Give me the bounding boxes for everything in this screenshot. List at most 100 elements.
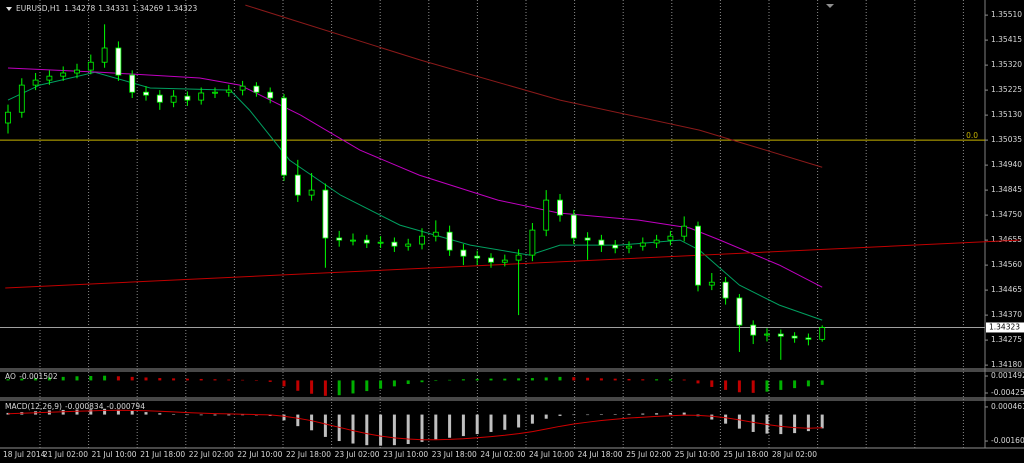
ao-bar (668, 379, 672, 381)
y-tick-label: 1.34465 (991, 285, 1022, 294)
ao-bar (793, 380, 797, 389)
y-tick-label: 1.35415 (991, 35, 1022, 44)
menu-arrow[interactable] (6, 7, 12, 11)
ao-bar (296, 380, 300, 391)
candle-body (377, 241, 384, 244)
y-tick-label: 1.34275 (991, 335, 1022, 344)
ao-bar (103, 375, 107, 381)
symbol: EURUSD,H1 (16, 4, 60, 13)
macd-bar (6, 412, 10, 415)
y-tick-label: -0.00425 (991, 388, 1024, 397)
indicator-header: AO -0.001502 (5, 372, 58, 381)
macd-bar (461, 414, 465, 437)
x-tick-label: 25 Jul 02:00 (626, 450, 671, 459)
price-box (986, 322, 1024, 333)
candle-body (557, 199, 563, 216)
candle-body (570, 214, 577, 239)
macd-bar (406, 414, 410, 445)
y-tick-label: 1.34370 (991, 310, 1022, 319)
macd-bar (89, 409, 93, 415)
macd-bar (185, 414, 189, 416)
ao-bar (268, 380, 272, 382)
y-tick-label: 1.34655 (991, 235, 1022, 244)
candle-body (515, 254, 522, 261)
y-tick-label: -0.001600 (991, 436, 1024, 445)
y-tick-label: 1.35130 (991, 110, 1022, 119)
candle-body (543, 199, 550, 231)
ao-bar (613, 378, 617, 381)
y-tick-label: 0.000461 (991, 402, 1024, 411)
ao-bar (751, 380, 755, 393)
macd-bar (379, 414, 383, 446)
macd-bar (241, 414, 245, 416)
candle-body (87, 61, 94, 71)
candle-body (667, 235, 674, 241)
x-tick-label: 23 Jul 02:00 (335, 450, 380, 459)
y-tick-label: 1.34180 (991, 360, 1022, 369)
candle-body (653, 239, 660, 244)
macd-bar (116, 409, 120, 415)
candle-body (777, 333, 784, 337)
macd-bar (172, 414, 176, 415)
ao-bar (544, 377, 548, 381)
candle-body (74, 69, 80, 74)
ao-bar (379, 380, 383, 389)
shift-marker[interactable] (826, 4, 834, 8)
macd-bar (199, 414, 203, 416)
candle-body (294, 174, 301, 196)
ao-bar (737, 380, 741, 393)
ao-bar (144, 377, 148, 381)
ao-bar (765, 380, 769, 392)
candle-body (198, 92, 205, 101)
ao-bar (420, 380, 424, 383)
candle-body (212, 91, 218, 94)
ao-bar (710, 380, 714, 387)
macd-bar (475, 414, 479, 435)
macd-bar (420, 414, 424, 442)
candle-body (363, 239, 370, 244)
candle-body (308, 189, 315, 196)
ao-bar (61, 376, 65, 381)
x-tick-label: 24 Jul 18:00 (578, 450, 623, 459)
candle-body (60, 72, 67, 77)
x-tick-label: 24 Jul 10:00 (529, 450, 574, 459)
candle-body (225, 89, 232, 93)
candle-body (432, 231, 439, 237)
ao-bar (254, 380, 258, 381)
price-box-label: 1.34323 (989, 322, 1020, 331)
macd-bar (365, 414, 369, 446)
macd-bar (517, 414, 521, 428)
ao-bar (227, 379, 231, 381)
ao-bar (517, 378, 521, 381)
high-value: 1.34331 (98, 4, 129, 13)
ao-bar (682, 379, 686, 381)
candle-body (639, 242, 646, 247)
ao-bar (158, 378, 162, 381)
ao-bar (820, 380, 824, 385)
y-tick-label: 1.34940 (991, 160, 1022, 169)
ao-bar (199, 378, 203, 381)
ao-bar (337, 380, 341, 396)
ao-bar (406, 380, 410, 384)
macd-bar (282, 414, 286, 421)
macd-bar (779, 414, 783, 435)
ao-bar (724, 380, 728, 390)
candle-body (239, 85, 246, 91)
candle-body (805, 337, 812, 340)
ao-bar (351, 380, 355, 394)
x-tick-label: 18 Jul 2014 (3, 450, 46, 459)
candle-body (460, 249, 467, 257)
macd-bar (296, 414, 300, 427)
macd-bar (392, 414, 396, 446)
ao-bar (461, 379, 465, 381)
ao-bar (489, 378, 493, 381)
ao-bar (586, 377, 590, 381)
candle-body (819, 327, 826, 340)
open-value: 1.34278 (64, 4, 95, 13)
ao-bar (475, 378, 479, 381)
macd-bar (572, 414, 576, 416)
chart-header: EURUSD,H1 1.34278 1.34331 1.34269 1.34323 (16, 4, 198, 13)
macd-bar (489, 414, 493, 432)
macd-bar (613, 414, 617, 415)
ao-bar (558, 376, 562, 381)
